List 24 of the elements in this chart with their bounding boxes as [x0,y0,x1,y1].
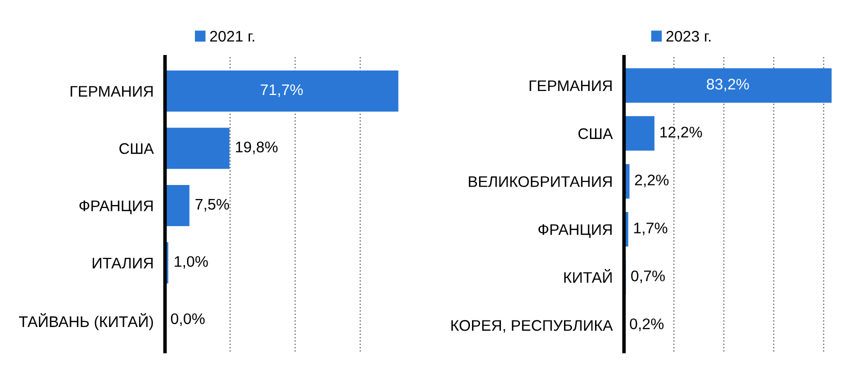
legend-label: 2021 г. [210,30,254,42]
y-tick-label: ГЕРМАНИЯ [530,80,612,91]
y-tick-label: США [578,128,613,140]
y-tick-label: ИТАЛИЯ [92,258,153,268]
data-label: 7,5% [196,198,230,212]
y-tick-label: КОРЕЯ, РЕСПУБЛИКА [451,320,613,333]
y-tick-label: ВЕЛИКОБРИТАНИЯ [468,176,612,188]
y-tick-label: ФРАНЦИЯ [538,224,612,238]
data-label: 2,2% [635,174,669,188]
data-label: 0,0% [170,313,205,326]
data-label: 19,8% [236,142,278,154]
data-label: 1,0% [174,256,208,269]
data-label: 71,7% [260,84,303,97]
y-tick-label: ТАЙВАНЬ (КИТАЙ) [19,313,153,330]
data-label: 0,2% [630,318,664,332]
y-tick-label: ГЕРМАНИЯ [70,86,153,97]
data-label: 12,2% [660,126,702,140]
y-tick-label: КИТАЙ [564,268,612,283]
legend-label: 2023 г. [666,30,710,42]
data-label: 83,2% [706,78,749,92]
data-label: 1,7% [634,222,668,236]
y-tick-label: ФРАНЦИЯ [79,200,153,214]
data-label: 0,7% [631,270,665,284]
y-tick-label: США [119,143,154,154]
